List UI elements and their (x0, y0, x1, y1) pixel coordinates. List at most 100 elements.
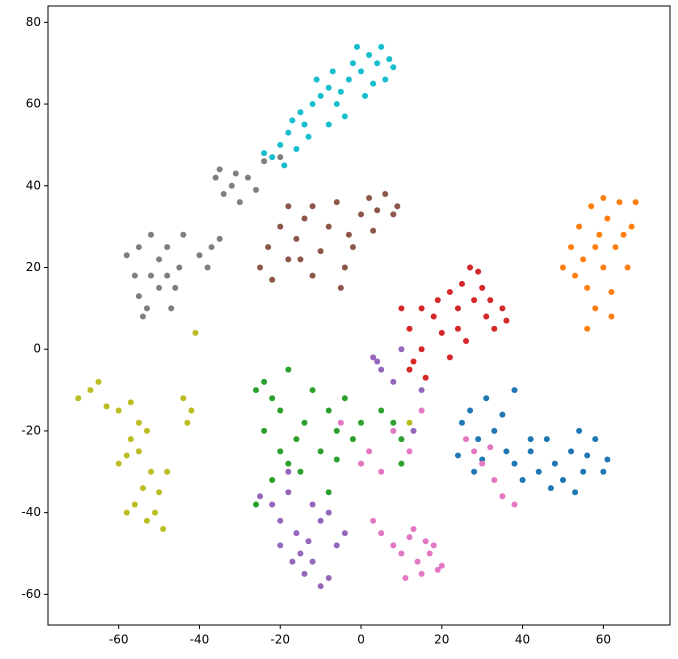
point (236, 199, 243, 206)
point (471, 468, 478, 475)
point (212, 174, 219, 181)
point (115, 407, 122, 414)
point (600, 468, 607, 475)
point (180, 395, 187, 402)
point (463, 338, 470, 345)
x-tick-label: 60 (596, 633, 611, 647)
point (269, 395, 276, 402)
point (293, 436, 300, 443)
point (285, 460, 292, 467)
point (418, 570, 425, 577)
point (491, 427, 498, 434)
point (519, 476, 526, 483)
point (454, 325, 461, 332)
point (491, 325, 498, 332)
point (422, 538, 429, 545)
point (362, 92, 369, 99)
point (547, 485, 554, 492)
point (576, 223, 583, 230)
point (394, 203, 401, 210)
point (176, 264, 183, 271)
point (285, 256, 292, 263)
point (398, 460, 405, 467)
point (616, 199, 623, 206)
point (309, 501, 316, 508)
point (410, 427, 417, 434)
point (325, 489, 332, 496)
point (204, 264, 211, 271)
point (568, 448, 575, 455)
point (309, 101, 316, 108)
point (143, 427, 150, 434)
point (604, 215, 611, 222)
y-tick-label: -60 (21, 587, 41, 601)
point (172, 284, 179, 291)
point (293, 235, 300, 242)
point (471, 297, 478, 304)
point (580, 256, 587, 263)
point (293, 146, 300, 153)
point (143, 517, 150, 524)
point (434, 297, 441, 304)
point (301, 419, 308, 426)
point (317, 448, 324, 455)
point (196, 252, 203, 259)
point (390, 378, 397, 385)
point (386, 56, 393, 63)
point (366, 195, 373, 202)
point (265, 244, 272, 251)
point (293, 530, 300, 537)
point (309, 203, 316, 210)
point (261, 150, 268, 157)
point (584, 325, 591, 332)
point (285, 468, 292, 475)
point (156, 284, 163, 291)
point (499, 493, 506, 500)
point (572, 489, 579, 496)
point (503, 317, 510, 324)
point (370, 517, 377, 524)
point (418, 407, 425, 414)
point (479, 460, 486, 467)
point (253, 387, 260, 394)
point (382, 190, 389, 197)
point (576, 427, 583, 434)
point (103, 403, 110, 410)
point (406, 419, 413, 426)
point (588, 203, 595, 210)
point (358, 419, 365, 426)
point (366, 448, 373, 455)
point (568, 244, 575, 251)
point (374, 60, 381, 67)
point (374, 207, 381, 214)
point (390, 419, 397, 426)
x-tick-label: 0 (357, 633, 365, 647)
point (475, 268, 482, 275)
point (418, 305, 425, 312)
point (285, 203, 292, 210)
y-tick-label: 60 (26, 97, 41, 111)
point (341, 264, 348, 271)
point (406, 366, 413, 373)
point (147, 272, 154, 279)
y-tick-label: 80 (26, 15, 41, 29)
point (337, 88, 344, 95)
point (378, 366, 385, 373)
point (156, 256, 163, 263)
point (434, 566, 441, 573)
point (402, 575, 409, 582)
point (337, 284, 344, 291)
point (325, 575, 332, 582)
point (479, 284, 486, 291)
point (406, 325, 413, 332)
point (398, 346, 405, 353)
point (608, 313, 615, 320)
point (345, 231, 352, 238)
point (511, 501, 518, 508)
point (135, 293, 142, 300)
point (297, 550, 304, 557)
point (277, 407, 284, 414)
point (382, 76, 389, 83)
point (487, 444, 494, 451)
point (131, 501, 138, 508)
